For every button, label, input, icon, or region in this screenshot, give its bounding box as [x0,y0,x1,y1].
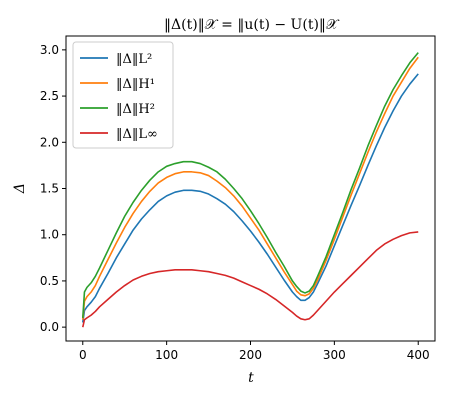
x-tick-label: 0 [79,348,87,362]
legend-label-0: ‖Δ‖L² [116,52,152,67]
x-tick-label: 200 [239,348,262,362]
x-tick-label: 400 [407,348,430,362]
y-tick-label: 1.0 [40,228,59,242]
x-axis-label: t [248,370,254,386]
series-line-1 [81,56,419,320]
series-lines [81,52,419,328]
legend-label-1: ‖Δ‖H¹ [116,77,155,92]
x-tick-label: 100 [155,348,178,362]
y-axis: 0.0 0.5 1.0 1.5 2.0 2.5 3.0 [40,43,66,334]
x-axis: 0 100 200 300 400 [79,341,430,362]
legend-label-2: ‖Δ‖H² [116,102,155,117]
legend-box [72,41,174,149]
legend-label-3: ‖Δ‖L∞ [116,127,158,142]
y-tick-label: 1.5 [40,182,59,196]
chart-title: ‖Δ(t)‖𝒳 = ‖u(t) − U(t)‖𝒳 [164,17,340,33]
y-tick-label: 0.5 [40,274,59,288]
y-tick-label: 2.0 [40,135,59,149]
series-line-0 [81,73,419,323]
y-axis-label: Δ [12,183,28,194]
series-line-3 [81,231,419,328]
y-tick-label: 0.0 [40,320,59,334]
series-line-2 [81,52,419,318]
x-tick-label: 300 [323,348,346,362]
y-tick-label: 2.5 [40,89,59,103]
legend: ‖Δ‖L² ‖Δ‖H¹ ‖Δ‖H² ‖Δ‖L∞ [72,41,174,149]
y-tick-label: 3.0 [40,43,59,57]
